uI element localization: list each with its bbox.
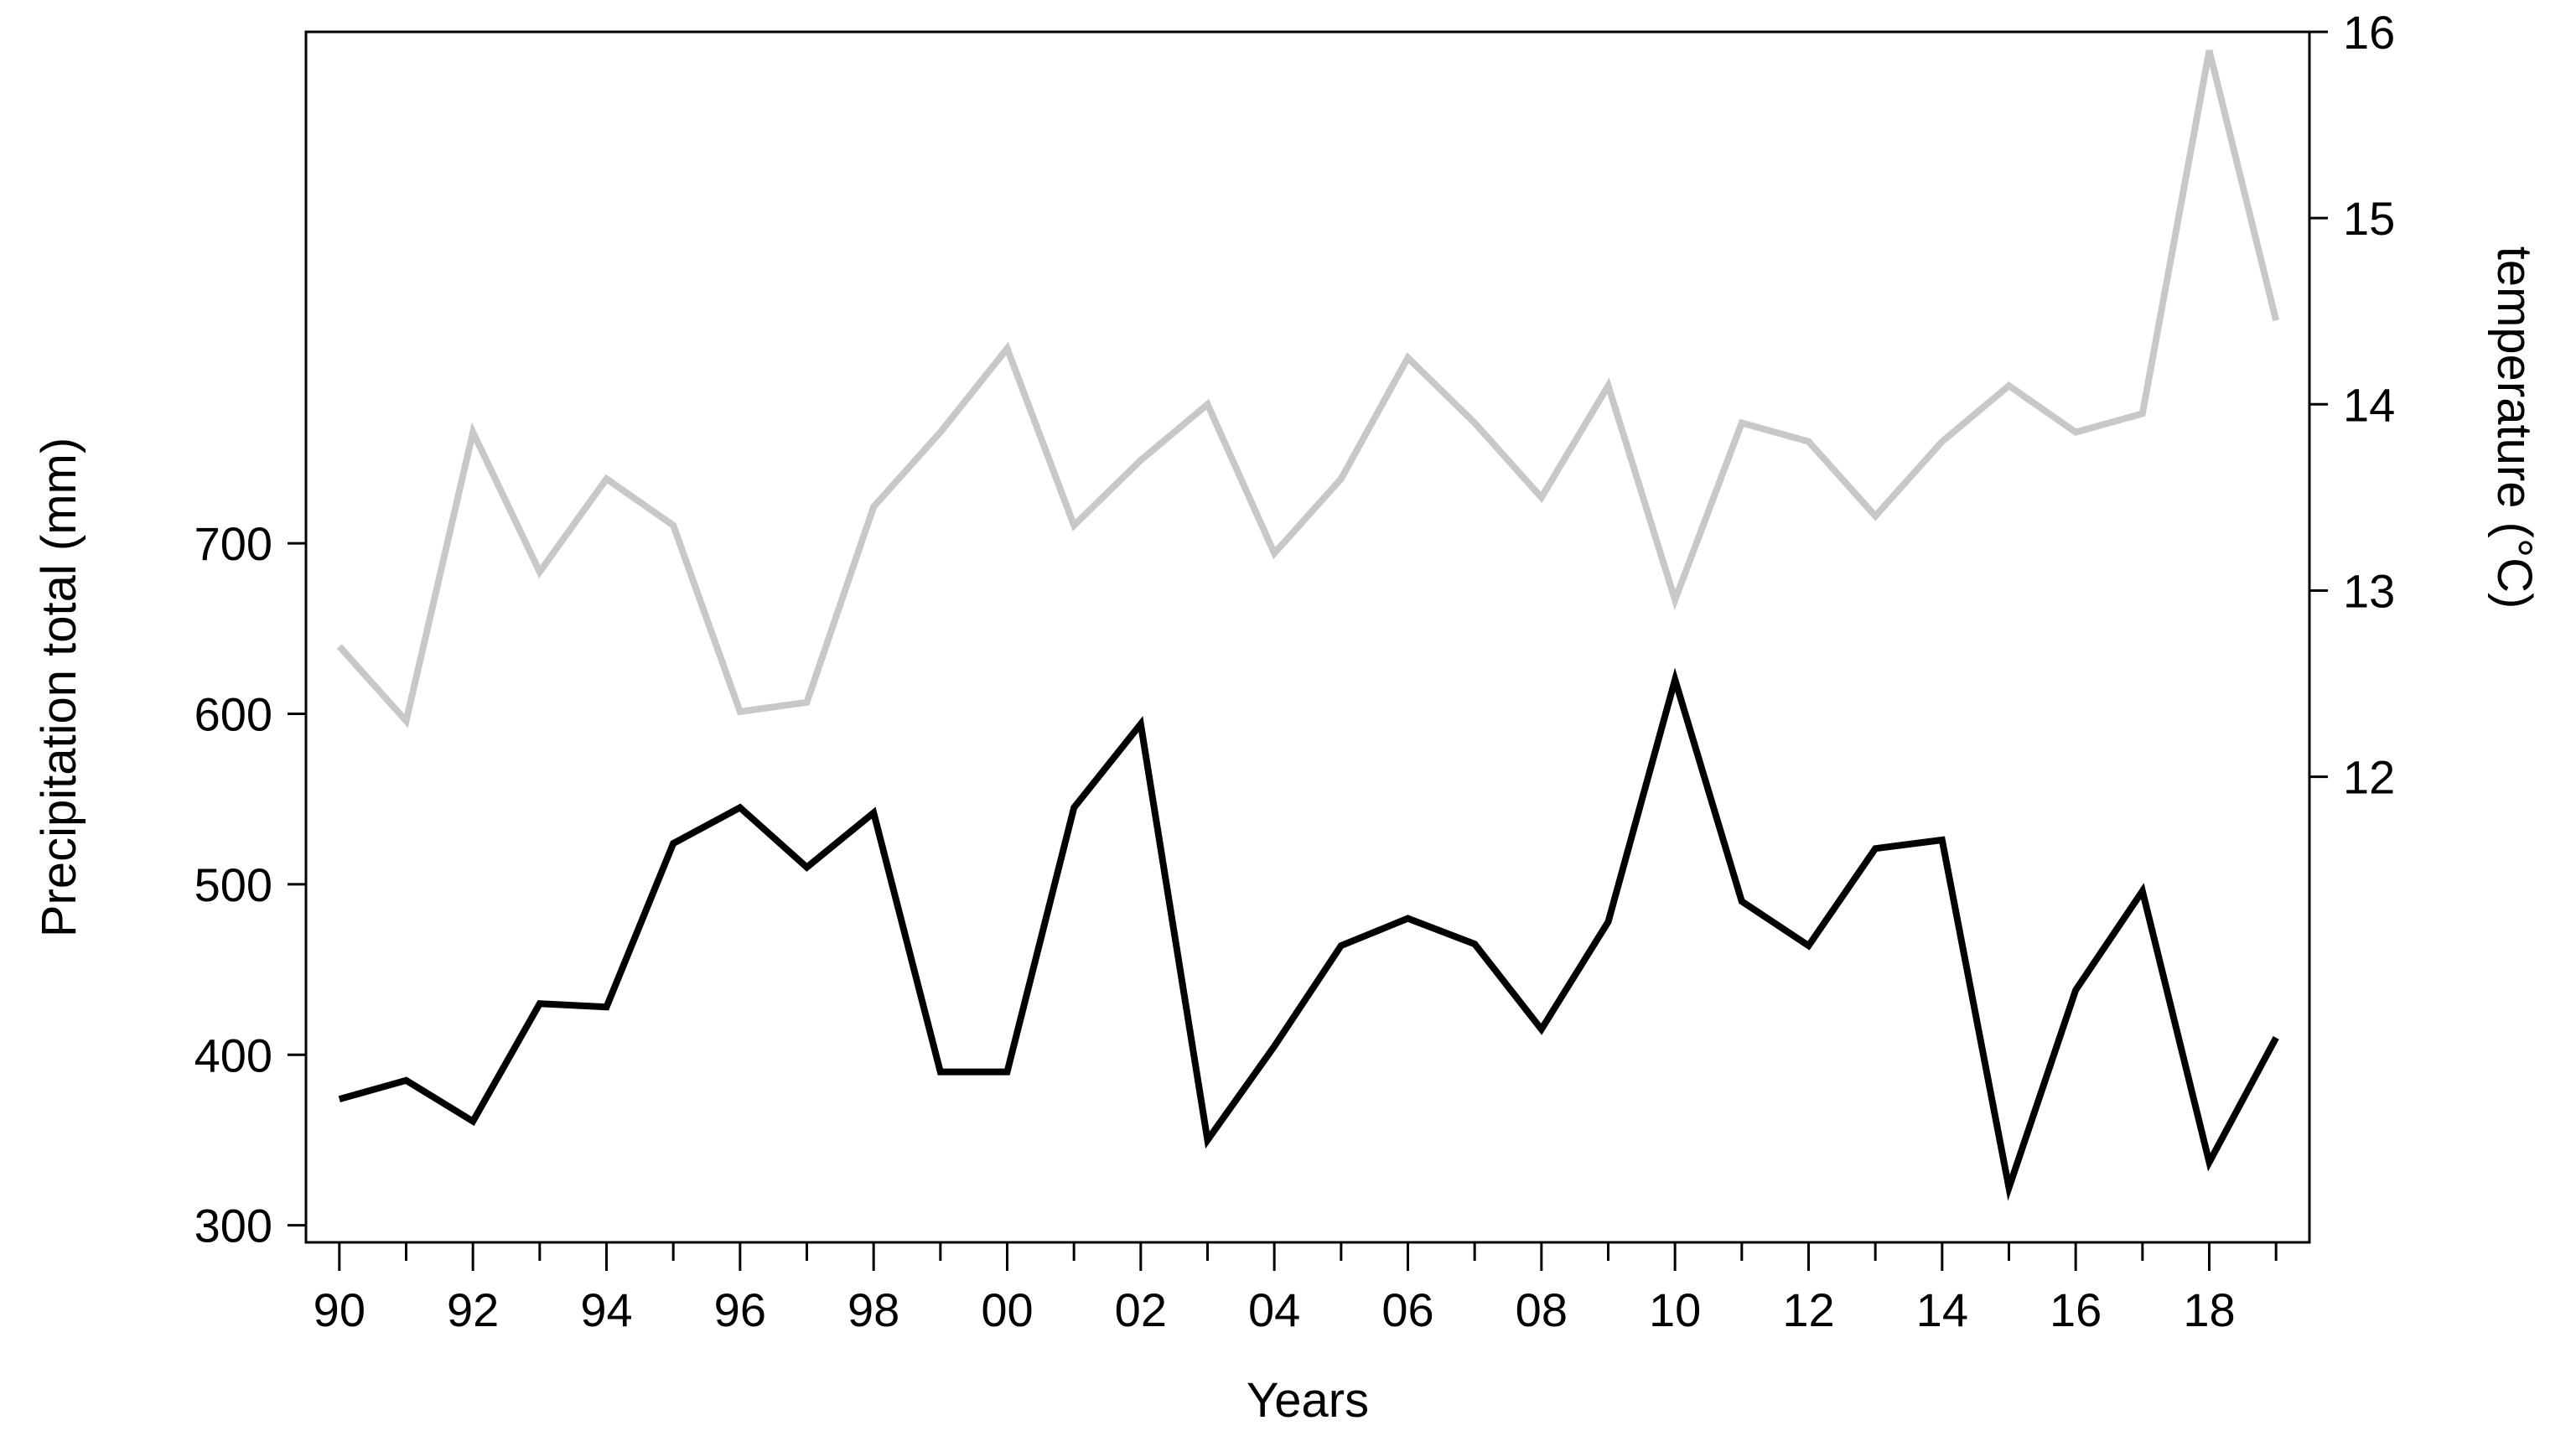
x-tick-label: 96 (714, 1283, 766, 1336)
y2-tick-label: 15 (2343, 192, 2395, 245)
x-tick-label: 12 (1782, 1283, 1834, 1336)
axis-ticks (288, 30, 2328, 1271)
y2-tick-label: 13 (2343, 564, 2395, 617)
y2-tick-label: 14 (2343, 378, 2395, 431)
y-tick-label: 300 (194, 1200, 272, 1252)
y-axis-title: Precipitation total (mm) (32, 438, 86, 937)
x-tick-label: 00 (981, 1283, 1033, 1336)
precipitation-line (338, 667, 2279, 1201)
x-axis-title: Years (1247, 1373, 1369, 1428)
x-tick-label: 08 (1516, 1283, 1568, 1336)
x-tick-label: 06 (1381, 1283, 1433, 1336)
y2-tick-label: 16 (2343, 6, 2395, 59)
y-tick-label: 600 (194, 688, 272, 741)
x-tick-label: 10 (1649, 1283, 1701, 1336)
y2-tick-label: 12 (2343, 751, 2395, 804)
x-tick-label: 04 (1248, 1283, 1300, 1336)
y-tick-label: 700 (194, 517, 272, 570)
x-tick-label: 14 (1916, 1283, 1968, 1336)
tick-labels: 90 92 94 96 98 00 02 04 06 08 10 12 14 16 18 300 400 500 6… (194, 6, 2396, 1336)
x-tick-label: 18 (2183, 1283, 2235, 1336)
x-tick-label: 90 (314, 1283, 365, 1336)
plot-frame (304, 30, 2311, 1244)
y-tick-label: 500 (194, 858, 272, 911)
series-lines (336, 49, 2280, 1201)
x-tick-label: 92 (447, 1283, 499, 1336)
x-tick-label: 98 (847, 1283, 899, 1336)
x-tick-label: 02 (1115, 1283, 1167, 1336)
x-tick-label: 94 (580, 1283, 632, 1336)
temperature-line (336, 49, 2280, 728)
x-tick-label: 16 (2050, 1283, 2102, 1336)
y2-axis-title: temperature (°C) (2487, 246, 2542, 609)
y-tick-label: 400 (194, 1029, 272, 1081)
